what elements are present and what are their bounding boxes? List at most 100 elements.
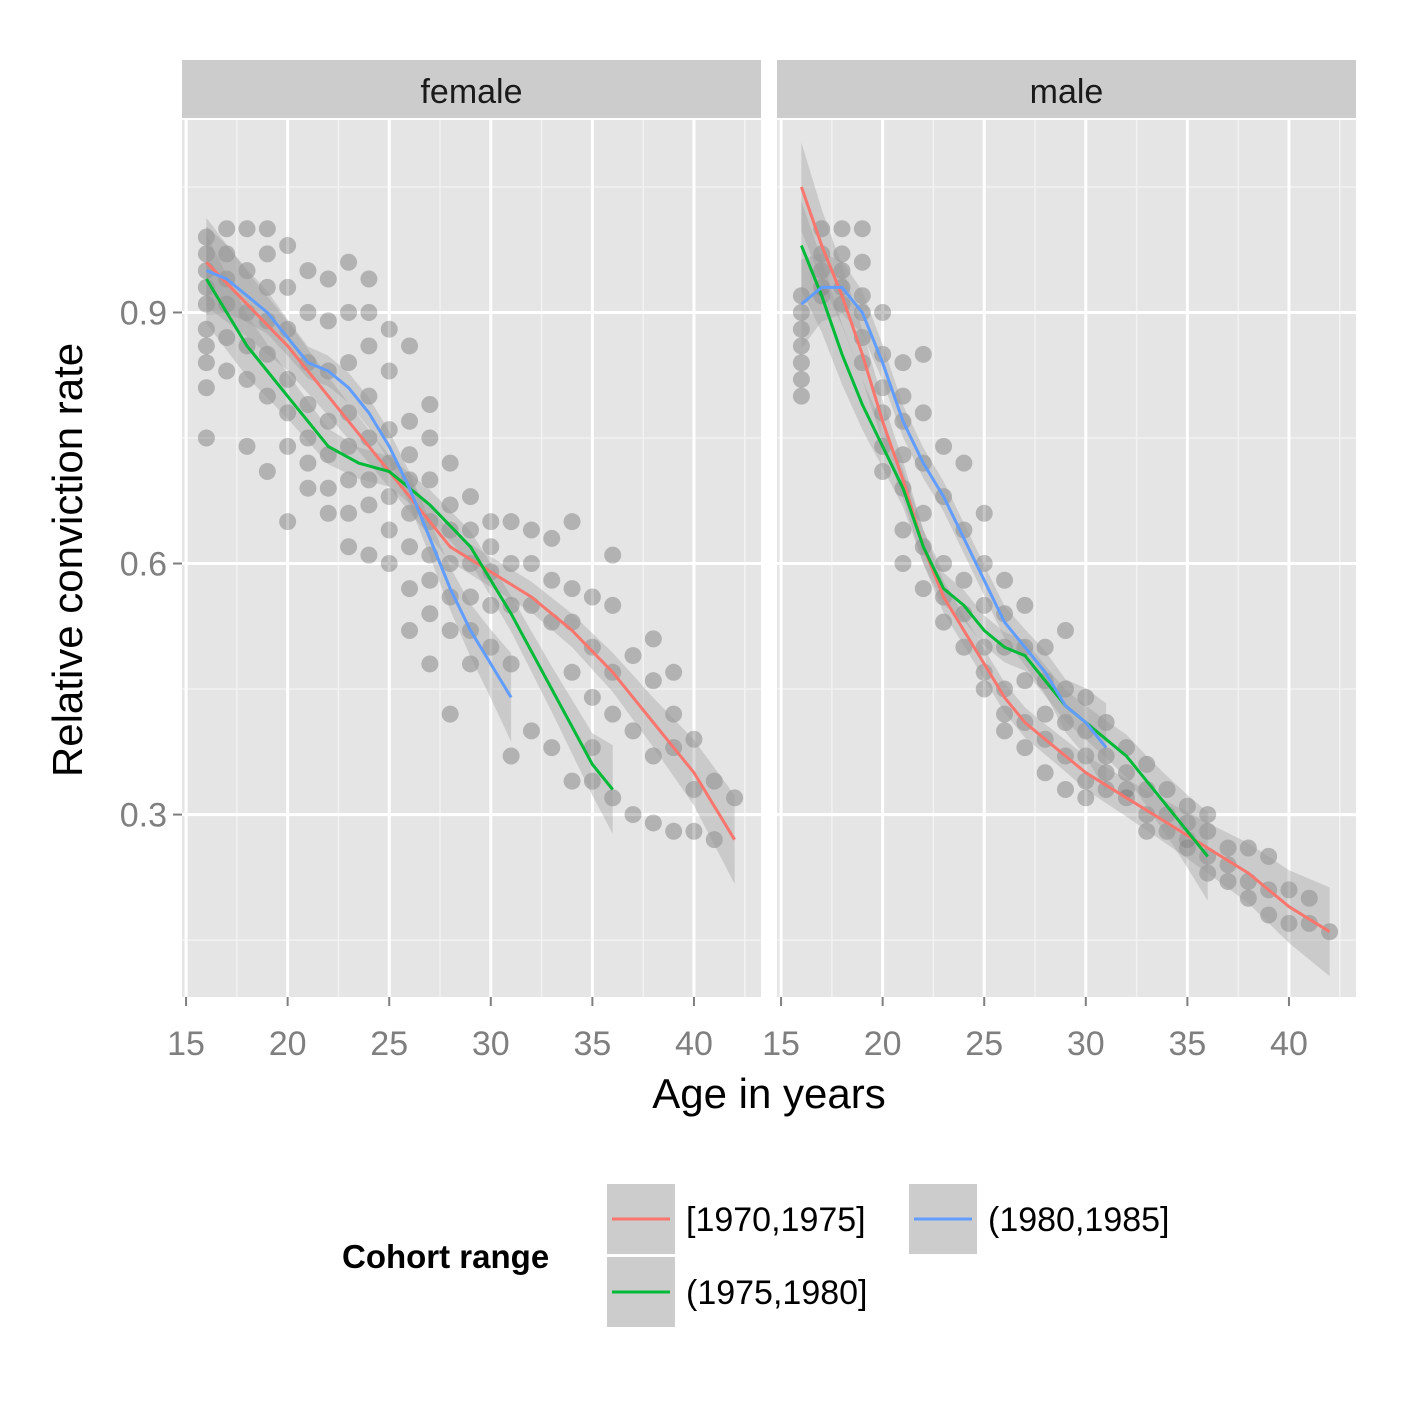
data-point bbox=[975, 638, 993, 656]
data-point bbox=[502, 747, 520, 765]
data-point bbox=[563, 772, 581, 790]
data-point bbox=[894, 555, 912, 573]
data-point bbox=[705, 772, 723, 790]
data-point bbox=[1138, 822, 1156, 840]
y-axis-title: Relative conviction rate bbox=[44, 343, 91, 777]
x-tick-label: 35 bbox=[573, 1025, 611, 1063]
data-point bbox=[1219, 856, 1237, 874]
data-point bbox=[197, 429, 215, 447]
data-point bbox=[833, 262, 851, 280]
data-point bbox=[319, 504, 337, 522]
data-point bbox=[380, 521, 398, 539]
data-point bbox=[522, 722, 540, 740]
data-point bbox=[935, 555, 953, 573]
data-point bbox=[1300, 914, 1318, 932]
data-point bbox=[522, 521, 540, 539]
data-point bbox=[197, 245, 215, 263]
x-tick-label: 20 bbox=[269, 1025, 307, 1063]
data-point bbox=[197, 320, 215, 338]
data-point bbox=[1117, 764, 1135, 782]
smooth-band bbox=[206, 226, 512, 742]
data-point bbox=[1219, 873, 1237, 891]
data-point bbox=[1199, 806, 1217, 824]
data-point bbox=[955, 521, 973, 539]
x-tick-label: 40 bbox=[675, 1025, 713, 1063]
data-point bbox=[482, 538, 500, 556]
series-line bbox=[205, 261, 736, 841]
data-point bbox=[421, 429, 439, 447]
data-point bbox=[1056, 680, 1074, 698]
data-point bbox=[441, 454, 459, 472]
data-point bbox=[1036, 638, 1054, 656]
data-point bbox=[563, 663, 581, 681]
data-point bbox=[914, 345, 932, 363]
data-point bbox=[522, 555, 540, 573]
data-point bbox=[218, 245, 236, 263]
data-point bbox=[218, 329, 236, 347]
data-point bbox=[665, 705, 683, 723]
data-point bbox=[401, 580, 419, 598]
data-point bbox=[380, 421, 398, 439]
data-point bbox=[218, 220, 236, 238]
data-point bbox=[319, 312, 337, 330]
data-point bbox=[726, 789, 744, 807]
data-point bbox=[1056, 621, 1074, 639]
data-point bbox=[1056, 714, 1074, 732]
data-point bbox=[258, 245, 276, 263]
facet-strip bbox=[777, 60, 1356, 118]
data-point bbox=[441, 521, 459, 539]
legend-entry: [1970,1975] bbox=[605, 1182, 866, 1256]
data-point bbox=[833, 245, 851, 263]
data-point bbox=[792, 370, 810, 388]
data-point bbox=[482, 596, 500, 614]
data-point bbox=[401, 412, 419, 430]
data-point bbox=[279, 278, 297, 296]
data-point bbox=[380, 555, 398, 573]
data-point bbox=[421, 655, 439, 673]
legend-entry: (1975,1980] bbox=[605, 1255, 868, 1329]
data-point bbox=[853, 287, 871, 305]
data-point bbox=[1199, 822, 1217, 840]
data-point bbox=[461, 555, 479, 573]
data-point bbox=[543, 739, 561, 757]
x-tick-label: 30 bbox=[1067, 1025, 1105, 1063]
data-point bbox=[975, 504, 993, 522]
panel-female: female 15 20 25 30 35 40 0.3 0.6 0.9 bbox=[120, 60, 761, 1063]
legend-label: (1975,1980] bbox=[686, 1274, 868, 1312]
x-tick-label: 15 bbox=[762, 1025, 800, 1063]
series-line bbox=[800, 285, 1108, 749]
data-point bbox=[792, 320, 810, 338]
data-point bbox=[705, 831, 723, 849]
data-point bbox=[482, 513, 500, 531]
data-point bbox=[583, 772, 601, 790]
data-point bbox=[894, 446, 912, 464]
data-point bbox=[1077, 688, 1095, 706]
data-point bbox=[441, 621, 459, 639]
data-point bbox=[299, 262, 317, 280]
data-point bbox=[874, 462, 892, 480]
data-point bbox=[1199, 864, 1217, 882]
data-point bbox=[894, 387, 912, 405]
data-point bbox=[874, 303, 892, 321]
data-point bbox=[1239, 839, 1257, 857]
data-point bbox=[792, 354, 810, 372]
data-point bbox=[996, 571, 1014, 589]
data-point bbox=[894, 354, 912, 372]
data-point bbox=[644, 814, 662, 832]
data-point bbox=[197, 337, 215, 355]
data-point bbox=[1239, 889, 1257, 907]
data-point bbox=[197, 379, 215, 397]
data-point bbox=[258, 345, 276, 363]
data-point bbox=[258, 387, 276, 405]
data-point bbox=[258, 278, 276, 296]
data-point bbox=[853, 253, 871, 271]
data-point bbox=[360, 546, 378, 564]
data-point bbox=[853, 220, 871, 238]
data-point bbox=[340, 504, 358, 522]
legend: Cohort range [1970,1975] (1975,1980] (1980… bbox=[342, 1182, 1170, 1329]
data-point bbox=[299, 479, 317, 497]
data-point bbox=[1077, 789, 1095, 807]
data-point bbox=[1016, 672, 1034, 690]
data-point bbox=[624, 722, 642, 740]
